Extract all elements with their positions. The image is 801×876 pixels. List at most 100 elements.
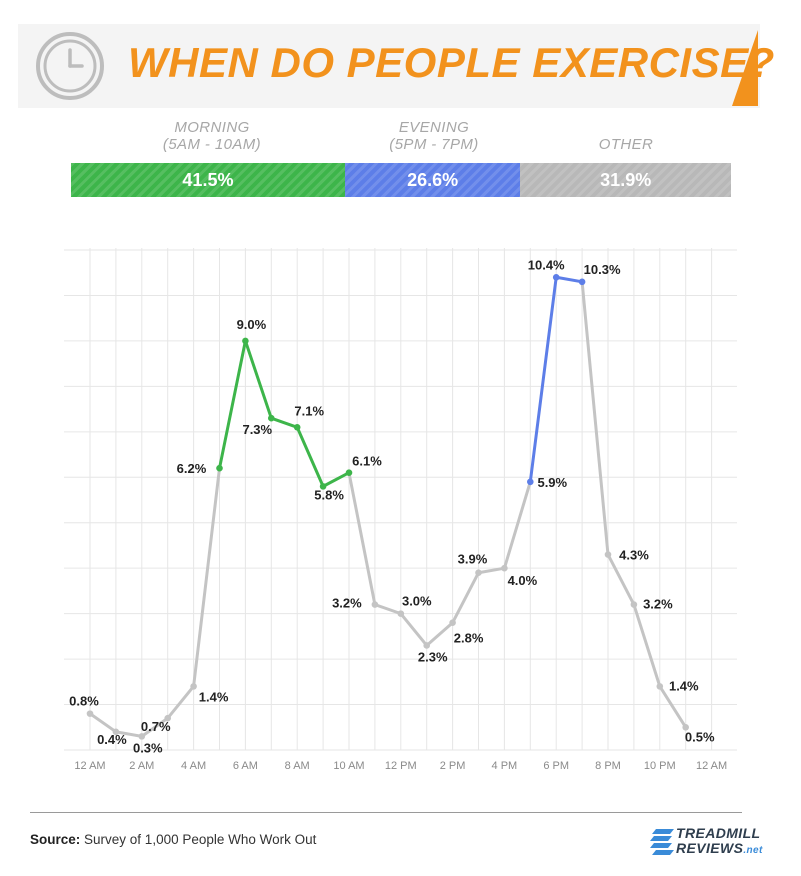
data-point [138, 733, 146, 740]
data-label: 7.1% [294, 403, 324, 418]
data-point [501, 564, 508, 572]
series-line-segment [114, 730, 144, 738]
series-line-segment [347, 471, 377, 607]
x-tick-label: 6 PM [543, 760, 569, 772]
data-label: 1.4% [669, 678, 699, 693]
x-tick-label: 10 AM [333, 760, 364, 772]
x-tick-label: 6 AM [233, 760, 258, 772]
data-label: 6.1% [352, 454, 382, 469]
x-tick-label: 12 PM [385, 760, 417, 772]
data-label: 2.8% [454, 631, 484, 646]
x-tick-label: 12 AM [696, 760, 727, 772]
x-tick-label: 8 AM [285, 760, 310, 772]
data-label: 1.4% [199, 689, 229, 704]
data-point [552, 273, 560, 281]
series-line-segment [658, 684, 688, 729]
data-label: 4.3% [619, 548, 649, 563]
data-point [371, 601, 379, 608]
series-line-segment [425, 621, 455, 647]
data-label: 0.5% [685, 729, 715, 744]
x-tick-label: 2 AM [129, 760, 154, 772]
share-segment-morning: 41.5% [71, 163, 345, 197]
series-line-segment [477, 566, 506, 575]
series-line-segment [580, 280, 610, 557]
chart-lines [88, 275, 688, 738]
data-label: 3.2% [332, 596, 362, 611]
data-point [345, 469, 353, 477]
data-label: 5.8% [314, 487, 344, 502]
x-tick-label: 8 PM [595, 760, 621, 772]
data-point [112, 728, 120, 736]
category-range: (5PM - 7PM) [389, 136, 479, 153]
x-tick-label: 10 PM [644, 760, 676, 772]
data-point [216, 464, 223, 472]
series-line-segment [554, 275, 584, 284]
data-label: 0.3% [133, 740, 163, 755]
series-line-segment [269, 416, 299, 429]
series-line-segment [321, 471, 351, 488]
data-point [268, 414, 275, 422]
series-line-segment [632, 603, 662, 688]
category-name: MORNING [174, 119, 250, 136]
header-band [18, 24, 760, 108]
data-point [449, 619, 456, 627]
series-line-segment [528, 275, 558, 484]
logo-text-suffix: .net [743, 845, 763, 856]
category-label-evening: EVENING (5PM - 7PM) [364, 119, 504, 153]
data-label: 3.9% [458, 552, 488, 567]
chart-data-labels: 0.8% 0.4% 0.3% 0.7% 1.4% 6.2% 9.0% 7.3% 7.1% 5.8%… [69, 257, 715, 755]
series-line-segment [140, 716, 170, 738]
data-label: 10.3% [584, 262, 621, 277]
data-label: 10.4% [528, 257, 565, 272]
data-point [293, 423, 301, 431]
series-line-segment [373, 603, 403, 616]
category-name: EVENING [398, 119, 470, 136]
category-label-other: OTHER [556, 136, 696, 153]
brand-logo: TREADMILL REVIEWS.net [650, 825, 763, 865]
series-line-segment [192, 466, 221, 688]
data-point [423, 642, 431, 649]
series-line-segment [606, 553, 636, 607]
series-line-segment [502, 480, 532, 570]
series-line-segment [399, 612, 429, 647]
data-label: 9.0% [237, 317, 267, 332]
data-label: 7.3% [242, 422, 272, 437]
data-label: 4.0% [508, 573, 538, 588]
series-line-segment [451, 571, 480, 625]
logo-text-line1: TREADMILL [676, 825, 761, 841]
category-name: OTHER [598, 136, 654, 153]
data-label: 0.8% [69, 694, 99, 709]
clock-icon [36, 32, 104, 100]
logo-text-line2-main: REVIEWS [676, 840, 744, 856]
data-point [475, 569, 482, 577]
x-tick-label: 2 PM [440, 760, 466, 772]
exercise-time-line-chart: 0.8% 0.4% 0.3% 0.7% 1.4% 6.2% 9.0% 7.3% 7.1% 5.8%… [64, 248, 737, 772]
data-point [527, 478, 534, 486]
data-label: 0.4% [97, 732, 127, 747]
share-bar: 41.5% 26.6% 31.9% [71, 163, 731, 197]
data-point [682, 723, 689, 731]
data-point [319, 483, 327, 490]
data-point [242, 337, 249, 345]
series-line-segment [166, 684, 196, 720]
share-segment-evening: 26.6% [344, 163, 521, 197]
data-point [656, 683, 664, 690]
data-point [397, 610, 405, 617]
share-segment-other: 31.9% [520, 163, 731, 197]
series-line-segment [243, 339, 273, 420]
data-point [190, 683, 197, 690]
logo-stripes-icon [650, 829, 674, 855]
data-point [630, 601, 638, 608]
data-point [604, 551, 612, 558]
logo-text-line2: REVIEWS.net [676, 840, 763, 856]
chart-grid [64, 248, 737, 751]
chart-x-ticks: 12 AM 2 AM 4 AM 6 AM 8 AM 10 AM 12 PM 2 PM 4 PM 6… [74, 760, 727, 772]
source-label: Source: [30, 832, 81, 847]
data-label: 3.0% [402, 594, 432, 609]
x-tick-label: 12 AM [74, 760, 105, 772]
series-line-segment [88, 712, 118, 734]
category-range: (5AM - 10AM) [162, 136, 262, 153]
page-title: WHEN DO PEOPLE EXERCISE? [128, 39, 775, 86]
data-point [578, 278, 586, 286]
data-point [164, 714, 171, 722]
